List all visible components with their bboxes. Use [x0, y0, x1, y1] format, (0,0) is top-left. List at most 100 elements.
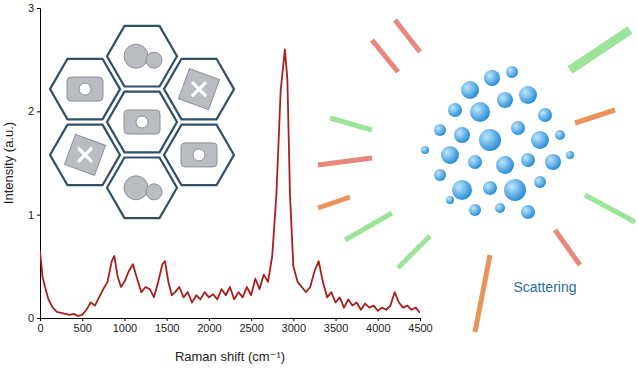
y-tick-mark [37, 318, 40, 319]
x-axis-line [41, 319, 421, 322]
particle [511, 121, 525, 135]
y-axis-line [37, 9, 41, 319]
part [178, 69, 219, 110]
y-tick-label: 0 [28, 312, 34, 324]
x-tick: 4000 [366, 318, 390, 334]
x-tick: 4500 [408, 318, 432, 334]
x-tick-label: 2500 [239, 322, 263, 334]
part [192, 82, 206, 96]
x-tick-mark [378, 318, 379, 321]
part-icon [124, 44, 162, 68]
part-icon [64, 134, 105, 175]
x-tick-label: 1000 [113, 322, 137, 334]
hexagon [164, 59, 234, 120]
x-tick-mark [82, 318, 83, 321]
scattered-ray [575, 110, 615, 123]
annotation: Scattering [513, 279, 576, 295]
part-icons [50, 26, 234, 218]
scattered-ray [398, 236, 430, 268]
y-axis-title: Intensity (a.u.) [1, 122, 16, 204]
scattered-ray [475, 255, 490, 332]
chart: 0500100015002000250030003500400045000123… [0, 0, 638, 369]
y-tick: 1 [28, 209, 40, 221]
y-tick-mark [37, 215, 40, 216]
y-tick-mark [37, 8, 40, 9]
scattered-ray [570, 30, 630, 70]
part [78, 148, 92, 162]
scattered-ray [318, 197, 350, 208]
part [181, 143, 217, 167]
particle [504, 179, 526, 201]
hexagon [107, 26, 177, 87]
x-tick-label: 1500 [155, 322, 179, 334]
x-tick-label: 3500 [324, 322, 348, 334]
part [124, 110, 160, 134]
part-icon [181, 143, 217, 167]
x-tick-mark [251, 318, 252, 321]
x-tick-label: 2000 [197, 322, 221, 334]
x-tick-label: 500 [74, 322, 92, 334]
particle [483, 181, 497, 195]
particle [496, 156, 514, 174]
particle [484, 70, 500, 86]
part [136, 116, 148, 128]
y-tick-label: 1 [28, 209, 34, 221]
part-icon [124, 176, 162, 200]
particle [441, 146, 459, 164]
particle [470, 102, 490, 122]
particle [452, 180, 472, 200]
particle [521, 205, 535, 219]
x-tick: 3500 [324, 318, 348, 334]
y-tick: 2 [28, 105, 40, 117]
x-tick-label: 4500 [408, 322, 432, 334]
particle [506, 66, 518, 78]
scattering-illustration [318, 20, 635, 332]
particle [461, 81, 479, 99]
particle [448, 103, 462, 117]
part [64, 134, 105, 175]
x-tick-label: 4000 [366, 322, 390, 334]
x-tick-mark [124, 318, 125, 321]
particle [531, 131, 549, 149]
scattered-ray [395, 20, 420, 52]
particle [479, 129, 501, 151]
y-tick-mark [37, 111, 40, 112]
hexagon [50, 125, 120, 186]
particle [566, 151, 574, 159]
scattered-ray [585, 195, 635, 222]
y-tick: 0 [28, 312, 40, 324]
particle [421, 146, 429, 154]
particle [521, 153, 535, 167]
x-tick-mark [209, 318, 210, 321]
x-axis: 050010001500200025003000350040004500 [37, 318, 432, 334]
part [124, 44, 148, 68]
x-tick-label: 3000 [282, 322, 306, 334]
x-axis-title: Raman shift (cm⁻¹) [175, 349, 285, 364]
x-tick: 2500 [239, 318, 263, 334]
particle [545, 154, 561, 170]
hexagon [50, 59, 120, 120]
x-tick: 3000 [282, 318, 306, 334]
y-tick-label: 2 [28, 105, 34, 117]
x-tick-mark [167, 318, 168, 321]
y-tick: 3 [28, 2, 40, 14]
particle [555, 130, 565, 140]
part [193, 149, 205, 161]
part-icon [67, 77, 103, 101]
part-icon [124, 110, 160, 134]
plot-area [40, 49, 420, 316]
particle [497, 92, 513, 108]
part [79, 83, 91, 95]
y-tick-label: 3 [28, 2, 34, 14]
scattered-ray [330, 118, 372, 130]
spectrum-line [40, 49, 420, 316]
particle [434, 169, 446, 181]
particle [534, 176, 546, 188]
x-tick: 1500 [155, 318, 179, 334]
part [146, 52, 162, 68]
part-icon [178, 69, 219, 110]
x-tick-mark [420, 318, 421, 321]
particle [519, 86, 537, 104]
particle [468, 155, 482, 169]
particle [446, 196, 454, 204]
